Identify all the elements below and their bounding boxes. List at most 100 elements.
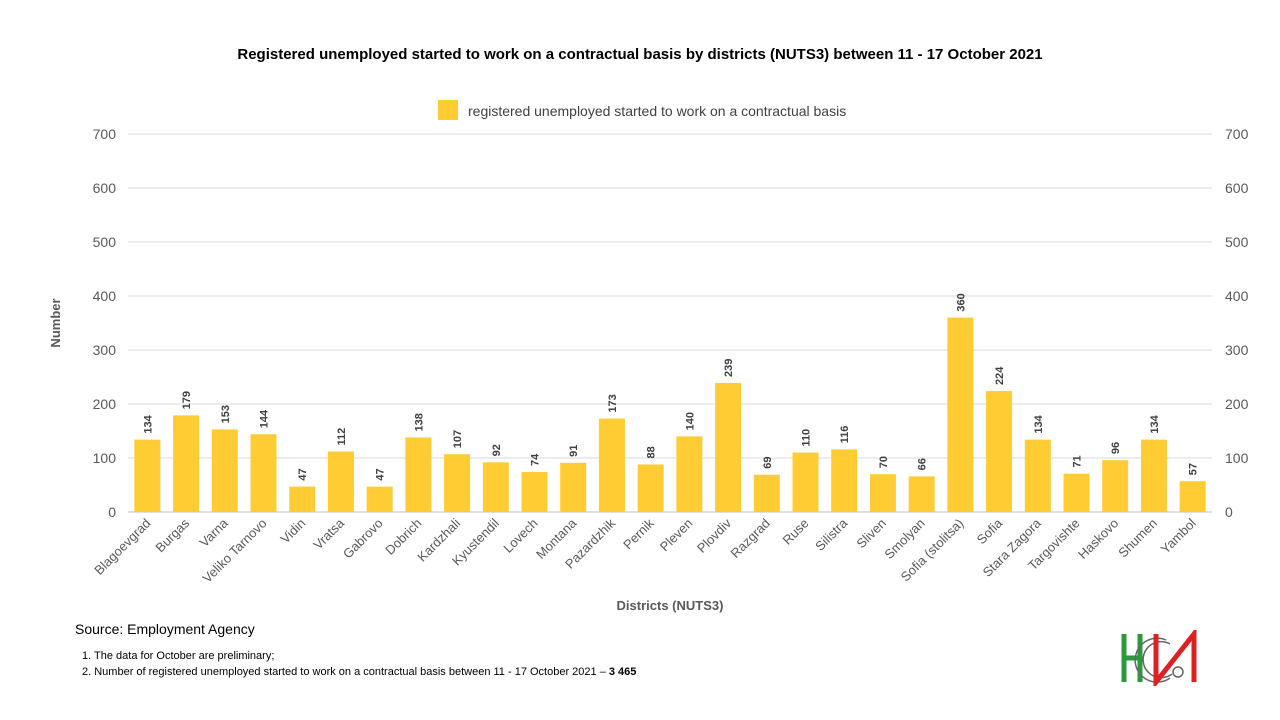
bar bbox=[869, 474, 896, 512]
bar bbox=[947, 317, 974, 512]
y-tick-label-right: 400 bbox=[1225, 288, 1249, 304]
bar bbox=[986, 391, 1013, 512]
footnote-1: 1. The data for October are preliminary; bbox=[82, 650, 275, 662]
footnote-2-text: 2. Number of registered unemployed start… bbox=[82, 666, 609, 678]
bar bbox=[676, 436, 703, 512]
data-label: 110 bbox=[801, 429, 813, 447]
data-label: 92 bbox=[491, 444, 503, 456]
data-label: 47 bbox=[297, 468, 309, 480]
logo bbox=[1121, 630, 1197, 686]
footnotes: 1. The data for October are preliminary;… bbox=[82, 648, 636, 680]
x-tick-label: Burgas bbox=[152, 515, 192, 555]
bar bbox=[1179, 481, 1206, 512]
x-tick-label: Ruse bbox=[780, 516, 812, 548]
data-label: 107 bbox=[452, 430, 464, 448]
y-axis-label: Number bbox=[48, 298, 63, 347]
y-tick-label-left: 0 bbox=[108, 504, 116, 520]
x-tick-label: Varna bbox=[196, 515, 231, 550]
bar bbox=[1024, 439, 1051, 512]
x-tick-label: Silistra bbox=[812, 515, 851, 554]
x-tick-label: Pernik bbox=[620, 515, 657, 552]
chart-title: Registered unemployed started to work on… bbox=[237, 46, 1043, 63]
bar bbox=[444, 454, 471, 512]
bar bbox=[405, 437, 432, 512]
bar bbox=[134, 439, 161, 512]
data-label: 153 bbox=[220, 405, 232, 423]
data-label: 134 bbox=[1149, 414, 1161, 433]
bar bbox=[792, 452, 819, 512]
data-label: 112 bbox=[336, 428, 348, 446]
y-tick-label-left: 100 bbox=[93, 450, 117, 466]
data-label: 140 bbox=[684, 412, 696, 430]
y-tick-label-right: 0 bbox=[1225, 504, 1233, 520]
x-axis-label: Districts (NUTS3) bbox=[617, 598, 724, 613]
x-tick-label: Yambol bbox=[1158, 515, 1199, 556]
y-tick-label-right: 600 bbox=[1225, 180, 1249, 196]
source-text: Source: Employment Agency bbox=[75, 621, 255, 637]
data-label: 88 bbox=[646, 446, 658, 458]
bar bbox=[598, 418, 625, 512]
x-tick-label: Vratsa bbox=[310, 515, 347, 552]
bar bbox=[1102, 460, 1129, 512]
data-label: 69 bbox=[762, 456, 774, 468]
x-tick-label: Vidin bbox=[277, 516, 308, 547]
data-label: 173 bbox=[607, 394, 619, 412]
data-label: 134 bbox=[142, 414, 154, 433]
bar bbox=[366, 486, 393, 512]
data-label: 239 bbox=[723, 359, 735, 377]
data-label: 74 bbox=[530, 453, 542, 466]
x-tick-label: Razgrad bbox=[728, 516, 773, 561]
bar bbox=[289, 486, 316, 512]
y-tick-label-left: 200 bbox=[93, 396, 117, 412]
data-label: 91 bbox=[568, 445, 580, 457]
data-label: 360 bbox=[955, 293, 967, 311]
x-tick-label: Gabrovo bbox=[340, 516, 386, 562]
data-label: 57 bbox=[1188, 463, 1200, 475]
bar bbox=[250, 434, 277, 512]
bar bbox=[637, 464, 664, 512]
bar bbox=[173, 415, 200, 512]
data-label: 71 bbox=[1072, 455, 1084, 467]
y-tick-label-left: 600 bbox=[93, 180, 117, 196]
bar bbox=[327, 451, 354, 512]
bar bbox=[1140, 439, 1167, 512]
y-tick-label-right: 100 bbox=[1225, 450, 1249, 466]
y-tick-label-left: 700 bbox=[93, 126, 117, 142]
x-tick-label: Sofia bbox=[974, 515, 1006, 547]
x-tick-label: Blagoevgrad bbox=[91, 516, 153, 578]
data-label: 70 bbox=[878, 456, 890, 468]
y-tick-label-left: 400 bbox=[93, 288, 117, 304]
bar bbox=[482, 462, 509, 512]
y-tick-label-left: 300 bbox=[93, 342, 117, 358]
bar bbox=[715, 382, 742, 512]
data-label: 134 bbox=[1033, 414, 1045, 433]
y-tick-label-right: 300 bbox=[1225, 342, 1249, 358]
bar bbox=[908, 476, 935, 512]
data-label: 224 bbox=[994, 366, 1006, 385]
data-label: 66 bbox=[917, 458, 929, 470]
bar bbox=[560, 462, 587, 512]
bar bbox=[1063, 473, 1090, 512]
y-tick-label-right: 700 bbox=[1225, 126, 1249, 142]
bar bbox=[521, 472, 548, 512]
x-tick-label: Pleven bbox=[657, 516, 696, 555]
legend-label: registered unemployed started to work on… bbox=[468, 103, 846, 119]
x-tick-label: Shumen bbox=[1115, 516, 1160, 561]
footnote-2: 2. Number of registered unemployed start… bbox=[82, 664, 636, 680]
bar bbox=[753, 474, 780, 512]
data-label: 138 bbox=[413, 413, 425, 431]
legend-swatch bbox=[438, 100, 458, 120]
x-tick-label: Haskovo bbox=[1075, 516, 1121, 562]
data-label: 179 bbox=[181, 391, 193, 409]
data-label: 47 bbox=[375, 468, 387, 480]
y-tick-label-right: 200 bbox=[1225, 396, 1249, 412]
y-tick-label-right: 500 bbox=[1225, 234, 1249, 250]
x-tick-label: Sliven bbox=[853, 516, 889, 552]
footnote-2-total: 3 465 bbox=[608, 666, 637, 678]
data-label: 96 bbox=[1110, 442, 1122, 454]
data-label: 144 bbox=[259, 409, 271, 428]
bar bbox=[831, 449, 858, 512]
y-tick-label-left: 500 bbox=[93, 234, 117, 250]
data-label: 116 bbox=[839, 426, 851, 444]
